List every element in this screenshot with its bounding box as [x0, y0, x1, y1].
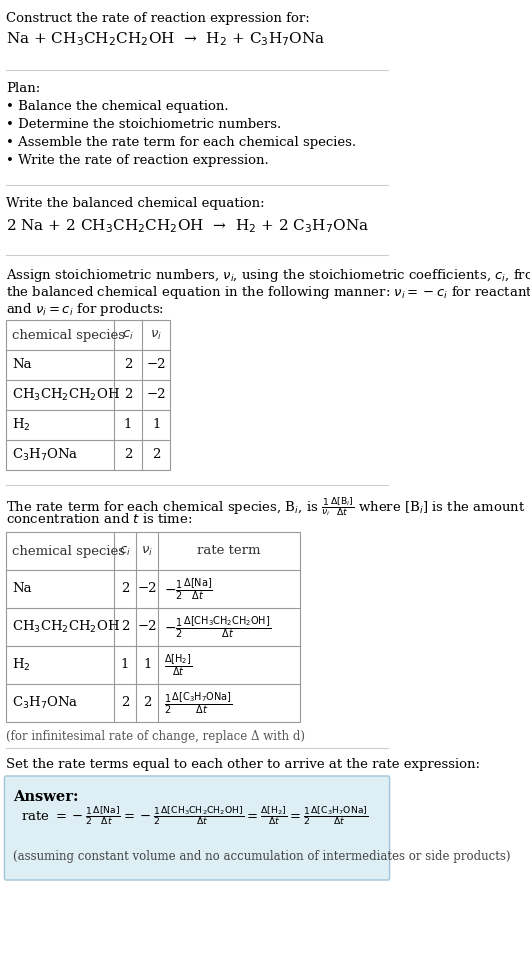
Text: (for infinitesimal rate of change, replace Δ with d): (for infinitesimal rate of change, repla… — [6, 730, 305, 743]
Text: 2: 2 — [152, 449, 161, 462]
Text: −2: −2 — [146, 358, 166, 372]
Text: • Determine the stoichiometric numbers.: • Determine the stoichiometric numbers. — [6, 118, 281, 131]
Text: Write the balanced chemical equation:: Write the balanced chemical equation: — [6, 197, 264, 210]
Text: $\frac{\Delta[\mathrm{H_2}]}{\Delta t}$: $\frac{\Delta[\mathrm{H_2}]}{\Delta t}$ — [164, 652, 192, 678]
Bar — [6, 320, 170, 470]
Text: • Balance the chemical equation.: • Balance the chemical equation. — [6, 100, 228, 113]
Text: chemical species: chemical species — [12, 329, 125, 342]
Text: $\frac{1}{2}\frac{\Delta[\mathrm{C_3H_7ONa}]}{\Delta t}$: $\frac{1}{2}\frac{\Delta[\mathrm{C_3H_7O… — [164, 690, 233, 715]
Text: Answer:: Answer: — [13, 790, 79, 804]
Text: • Assemble the rate term for each chemical species.: • Assemble the rate term for each chemic… — [6, 136, 356, 149]
Text: 2: 2 — [121, 583, 129, 595]
Text: CH$_3$CH$_2$CH$_2$OH: CH$_3$CH$_2$CH$_2$OH — [12, 386, 120, 403]
Text: 2: 2 — [121, 621, 129, 633]
Text: −2: −2 — [137, 621, 157, 633]
Text: $c_i$: $c_i$ — [122, 329, 134, 342]
Text: Construct the rate of reaction expression for:: Construct the rate of reaction expressio… — [6, 12, 310, 25]
Text: and $\nu_i = c_i$ for products:: and $\nu_i = c_i$ for products: — [6, 301, 164, 318]
Bar — [6, 532, 299, 722]
Text: chemical species: chemical species — [12, 545, 125, 557]
Text: Assign stoichiometric numbers, $\nu_i$, using the stoichiometric coefficients, $: Assign stoichiometric numbers, $\nu_i$, … — [6, 267, 530, 284]
Text: −2: −2 — [146, 388, 166, 401]
Text: C$_3$H$_7$ONa: C$_3$H$_7$ONa — [12, 447, 78, 463]
Text: H$_2$: H$_2$ — [12, 417, 31, 433]
Text: H$_2$: H$_2$ — [12, 657, 31, 673]
Text: 1: 1 — [143, 659, 152, 671]
Text: rate $= -\frac{1}{2}\frac{\Delta[\mathrm{Na}]}{\Delta t} = -\frac{1}{2}\frac{\De: rate $= -\frac{1}{2}\frac{\Delta[\mathrm… — [21, 804, 368, 828]
Text: 1: 1 — [121, 659, 129, 671]
Text: Set the rate terms equal to each other to arrive at the rate expression:: Set the rate terms equal to each other t… — [6, 758, 480, 771]
Text: 2: 2 — [123, 358, 132, 372]
Text: concentration and $t$ is time:: concentration and $t$ is time: — [6, 512, 192, 526]
Text: • Write the rate of reaction expression.: • Write the rate of reaction expression. — [6, 154, 269, 167]
Text: C$_3$H$_7$ONa: C$_3$H$_7$ONa — [12, 695, 78, 712]
Text: 1: 1 — [152, 419, 161, 431]
Text: rate term: rate term — [197, 545, 261, 557]
Text: $\nu_i$: $\nu_i$ — [150, 329, 162, 342]
Text: CH$_3$CH$_2$CH$_2$OH: CH$_3$CH$_2$CH$_2$OH — [12, 619, 120, 635]
Text: (assuming constant volume and no accumulation of intermediates or side products): (assuming constant volume and no accumul… — [13, 850, 511, 863]
Text: $-\frac{1}{2}\frac{\Delta[\mathrm{Na}]}{\Delta t}$: $-\frac{1}{2}\frac{\Delta[\mathrm{Na}]}{… — [164, 576, 213, 602]
Text: 2: 2 — [121, 697, 129, 710]
Text: Na: Na — [12, 583, 31, 595]
FancyBboxPatch shape — [4, 776, 390, 880]
Text: the balanced chemical equation in the following manner: $\nu_i = -c_i$ for react: the balanced chemical equation in the fo… — [6, 284, 530, 301]
Text: $-\frac{1}{2}\frac{\Delta[\mathrm{CH_3CH_2CH_2OH}]}{\Delta t}$: $-\frac{1}{2}\frac{\Delta[\mathrm{CH_3CH… — [164, 614, 271, 640]
Text: −2: −2 — [137, 583, 157, 595]
Text: The rate term for each chemical species, B$_i$, is $\frac{1}{\nu_i}\frac{\Delta[: The rate term for each chemical species,… — [6, 495, 525, 518]
Text: Na: Na — [12, 358, 31, 372]
Text: Plan:: Plan: — [6, 82, 40, 95]
Text: $c_i$: $c_i$ — [119, 545, 131, 557]
Text: Na + CH$_3$CH$_2$CH$_2$OH  →  H$_2$ + C$_3$H$_7$ONa: Na + CH$_3$CH$_2$CH$_2$OH → H$_2$ + C$_3… — [6, 30, 325, 48]
Text: 1: 1 — [123, 419, 132, 431]
Text: 2: 2 — [143, 697, 152, 710]
Text: $\nu_i$: $\nu_i$ — [142, 545, 153, 557]
Text: 2 Na + 2 CH$_3$CH$_2$CH$_2$OH  →  H$_2$ + 2 C$_3$H$_7$ONa: 2 Na + 2 CH$_3$CH$_2$CH$_2$OH → H$_2$ + … — [6, 217, 369, 234]
Text: 2: 2 — [123, 449, 132, 462]
Text: 2: 2 — [123, 388, 132, 401]
